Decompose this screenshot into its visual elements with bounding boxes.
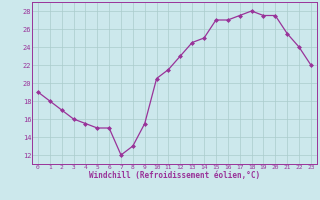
X-axis label: Windchill (Refroidissement éolien,°C): Windchill (Refroidissement éolien,°C) (89, 171, 260, 180)
